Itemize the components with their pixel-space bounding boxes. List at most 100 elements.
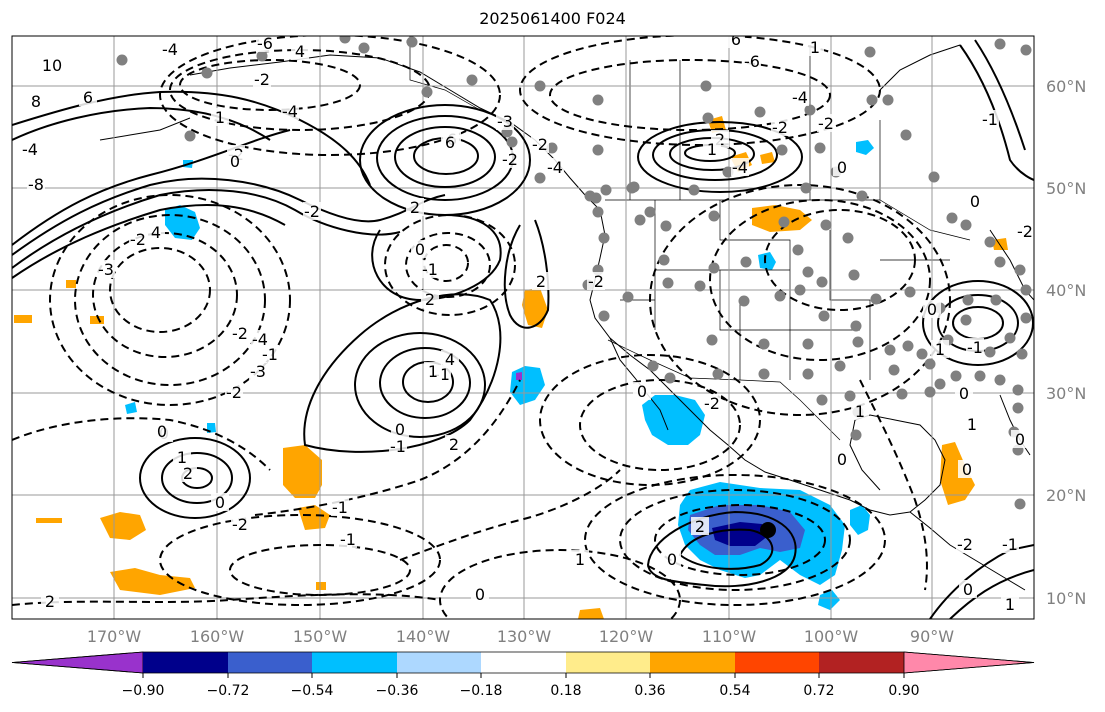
station-marker (662, 277, 674, 289)
contour-label: 0 (963, 580, 973, 599)
contour-label-bg (256, 36, 274, 52)
contour-label: -1 (390, 437, 406, 456)
contour-label-bg (97, 260, 115, 278)
station-marker (974, 370, 986, 382)
contour-label: -2 (588, 272, 604, 291)
station-marker (802, 266, 814, 278)
station-marker (994, 374, 1006, 386)
contour-low-us-2 (709, 199, 931, 361)
colorbar-label: 0.54 (719, 683, 751, 699)
station-marker (896, 388, 908, 400)
contour-label-bg (791, 88, 809, 106)
colorbar-segment (566, 652, 650, 673)
contour-label-bg (703, 394, 721, 412)
station-marker (842, 232, 854, 244)
contour-label: 8 (31, 92, 41, 111)
station-marker (598, 232, 610, 244)
contour-label-bg (79, 88, 97, 106)
coastline-atlantic (989, 229, 1034, 301)
station-marker (816, 394, 828, 406)
contour-label: -2 (130, 230, 146, 249)
contour-label: 1 (177, 448, 187, 467)
contour-label: 2 (45, 592, 55, 611)
colorbar-label: 0.18 (550, 683, 582, 699)
contour-low-us-1 (649, 184, 951, 416)
contour-label: 0 (415, 240, 425, 259)
lon-label-110w: 110°W (701, 627, 757, 646)
colorbar-label: 0.90 (888, 683, 920, 699)
contour-label: -4 (162, 40, 178, 59)
station-marker (664, 372, 676, 384)
station-marker (950, 370, 962, 382)
station-marker (201, 67, 213, 79)
contour-low-west-4 (109, 247, 211, 333)
station-marker (818, 310, 830, 322)
contour-label: -4 (22, 140, 38, 159)
contour-label-bg (1016, 222, 1034, 240)
station-marker (598, 310, 610, 322)
contour-label-bg (389, 437, 407, 455)
contour-label-bg (179, 464, 197, 482)
contour-label: 2 (695, 517, 705, 536)
contour-label: 0 (157, 422, 167, 441)
contour-label-bg (771, 118, 789, 136)
contour-label-bg (153, 422, 171, 440)
colorbar-segment (143, 652, 228, 673)
station-marker (984, 346, 996, 358)
contour-label: 0 (959, 384, 969, 403)
contour-label-bg (691, 517, 709, 535)
colorbar-segment (650, 652, 735, 673)
station-marker (1020, 284, 1032, 296)
contour-low-alaska-1 (159, 36, 501, 156)
station-marker (722, 166, 734, 178)
contour-label-bg (231, 324, 249, 342)
contour-label: 4 (151, 223, 161, 242)
contour-label: -2 (232, 515, 248, 534)
station-marker (590, 192, 602, 204)
colorbar-label: 0.72 (803, 683, 835, 699)
contour-label-bg (424, 362, 442, 380)
contour-label: -2 (1017, 222, 1033, 241)
fill-orange-small-3 (316, 582, 326, 590)
contour-label-bg (981, 110, 999, 128)
contour-label: -8 (28, 175, 44, 194)
contour-bc-ridge (503, 219, 550, 329)
station-marker (934, 378, 946, 390)
contour-label-bg (211, 493, 229, 511)
contour-label-bg (587, 272, 605, 290)
fill-orange-hawaii-1 (283, 445, 322, 498)
contour-low-nepac-1 (384, 214, 516, 316)
lon-label-160w: 160°W (189, 627, 245, 646)
contour-label: -4 (792, 88, 808, 107)
station-marker (712, 368, 724, 380)
contour-label: -3 (250, 362, 266, 381)
station-marker (802, 368, 814, 380)
station-marker (758, 338, 770, 350)
contour-ne-edge-1 (959, 44, 1034, 181)
contour-label: 10 (42, 56, 62, 75)
contour-se-corner-2 (949, 569, 1034, 619)
station-marker (358, 42, 370, 54)
contour-low-mexico-3 (654, 504, 826, 576)
station-marker (1012, 402, 1024, 414)
station-marker (888, 364, 900, 376)
contour-label: -3 (98, 260, 114, 279)
dashed-contours (12, 36, 951, 619)
contour-west-jet-3 (12, 204, 286, 279)
contour-label-bg (445, 435, 463, 453)
station-marker (994, 256, 1006, 268)
station-marker (256, 50, 268, 62)
contour-label-bg (923, 300, 941, 318)
contour-low-southwest-2 (229, 544, 411, 596)
contour-label: 6 (731, 30, 741, 49)
contour-label-bg (833, 158, 851, 176)
station-marker (184, 130, 196, 142)
map-area: -641086-41-2-2-46-3-2-4-22-4-2-2-4-661-8… (12, 30, 1034, 619)
colorbar-extend-high (903, 651, 1035, 674)
colorbar-segment (481, 652, 566, 673)
contour-label-bg (1001, 595, 1019, 613)
lat-label-40n: 40°N (1046, 281, 1087, 300)
contour-label: -6 (257, 34, 273, 53)
station-marker (708, 262, 720, 274)
contour-label: 2 (425, 290, 435, 309)
